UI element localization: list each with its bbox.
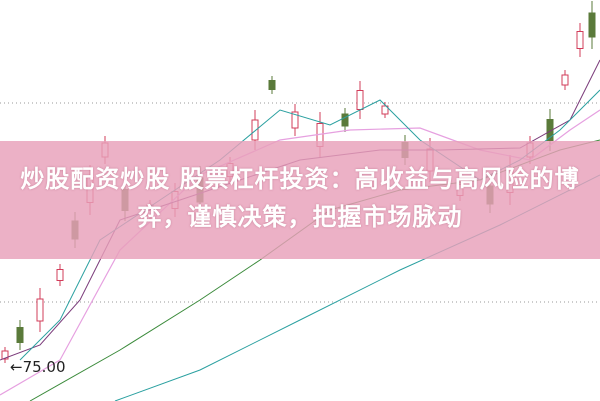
candle-body	[341, 113, 349, 127]
candle-body	[1, 350, 9, 360]
candle-body	[56, 269, 64, 281]
candle-body	[561, 74, 569, 86]
candle-body	[576, 31, 584, 49]
price-marker: ←75.00	[10, 358, 66, 376]
candle-body	[381, 105, 389, 115]
candle-body	[16, 327, 24, 343]
article-title: 炒股配资炒股 股票杠杆投资：高收益与高风险的博弈，谨慎决策，把握市场脉动	[20, 165, 580, 231]
candle-body	[36, 298, 44, 322]
candle-body	[251, 119, 259, 141]
candle-body	[291, 111, 299, 129]
candle-body	[268, 80, 276, 90]
title-banner	[0, 141, 600, 259]
candle-body	[588, 12, 596, 38]
candle-body	[356, 90, 364, 110]
